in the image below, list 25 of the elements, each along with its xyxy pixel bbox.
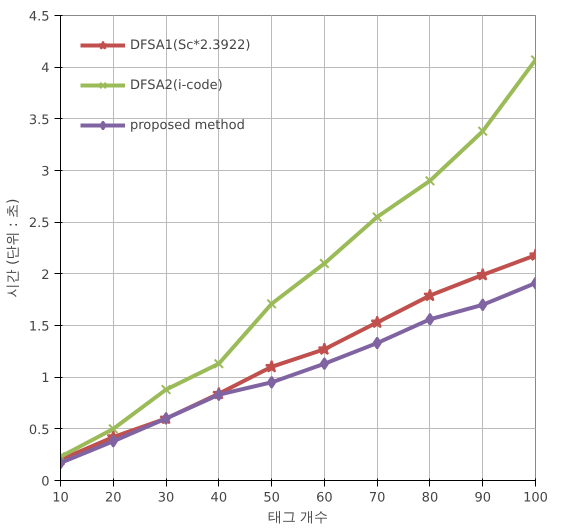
x-tick-label: 100 [523,490,548,506]
x-tick-label: 80 [422,490,438,506]
y-tick-label: 2.5 [28,216,50,232]
y-tick-label: 4 [41,61,50,76]
x-tick-label: 50 [263,490,280,506]
y-tick-label: 4.5 [28,10,50,24]
y-tick-label: 0.5 [28,422,50,438]
x-axis-title: 태그 개수 [268,510,328,526]
x-tick-label: 10 [52,490,69,506]
x-tick-label: 90 [474,490,491,506]
y-tick-label: 1.5 [28,320,50,334]
y-tick-label: 2 [41,268,50,283]
x-tick-label: 70 [368,490,386,506]
y-axis-title: 시간 (단위 : 초) [4,198,21,298]
legend-label: DFSA1(Sc*2.3922) [130,38,250,52]
x-tick-label: 60 [316,490,333,506]
y-tick-label: 3.5 [28,112,50,128]
y-tick-label: 1 [41,371,50,386]
y-tick-label: 0 [41,474,50,490]
x-tick-label: 20 [105,490,122,506]
x-tick-label: 40 [210,490,228,506]
y-tick-label: 3 [41,164,50,180]
x-tick-label: 30 [158,490,174,506]
legend-label: DFSA2(i-code) [130,78,223,92]
legend-label: proposed method [130,118,245,132]
